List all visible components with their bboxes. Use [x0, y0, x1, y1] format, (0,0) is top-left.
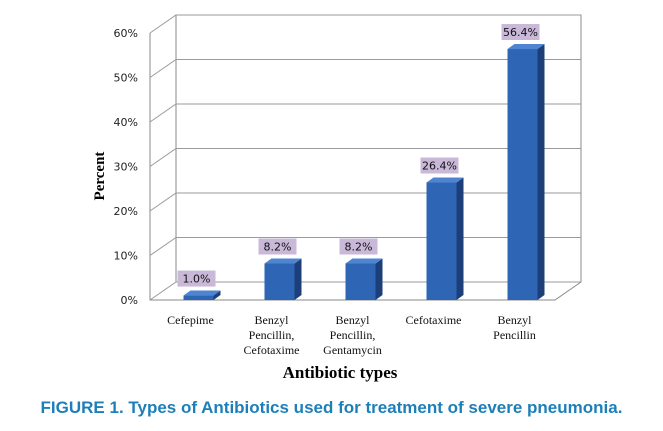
y-tick-label: 50% — [114, 72, 138, 85]
bar: 8.2% — [258, 238, 302, 300]
y-tick-label: 30% — [114, 161, 138, 174]
bar-top — [507, 44, 545, 50]
x-axis-categories: Cefepime Benzyl Pencillin, Cefotaxime Benzyl… — [167, 313, 536, 357]
bar-chart: 0% 10% 20% 30% 40% 50% 60% 1.0% 8.2% 8.2% 26.4% 56… — [92, 14, 582, 382]
bar-side — [456, 177, 464, 300]
bar-front — [345, 263, 376, 300]
bar: 1.0% — [177, 270, 221, 300]
y-tick-label: 10% — [114, 250, 138, 263]
y-axis-ticks: 0% 10% 20% 30% 40% 50% 60% — [114, 27, 138, 307]
data-label-bg — [339, 238, 378, 255]
bar-top — [183, 290, 221, 296]
figure-caption: FIGURE 1. Types of Antibiotics used for … — [40, 398, 623, 417]
y-axis-title: Percent — [92, 152, 108, 201]
gridline — [149, 103, 581, 123]
data-label-bg — [177, 270, 216, 287]
bar-side — [294, 258, 302, 300]
bar-front — [507, 49, 538, 300]
data-label: 8.2% — [345, 241, 373, 254]
data-label: 8.2% — [264, 241, 292, 254]
bar-top — [426, 177, 464, 183]
bars: 1.0% 8.2% 8.2% 26.4% 56.4% — [177, 24, 545, 300]
bar-side — [537, 44, 545, 300]
x-tick-label: Benzyl Pencillin, Gentamycin — [323, 313, 382, 357]
bar-front — [426, 182, 457, 300]
x-tick-label: Cefepime — [167, 313, 214, 327]
gridline — [149, 14, 581, 34]
y-tick-label: 20% — [114, 205, 138, 218]
bar: 56.4% — [501, 24, 545, 300]
data-label: 26.4% — [422, 160, 457, 173]
x-tick-label: Cefotaxime — [406, 313, 462, 327]
bar-top — [264, 258, 302, 264]
bar-side — [213, 290, 221, 300]
bar-side — [375, 258, 383, 300]
gridline — [149, 59, 581, 78]
x-tick-label: Benzyl Pencillin, Cefotaxime — [244, 313, 300, 357]
y-tick-label: 60% — [114, 27, 138, 40]
bar: 8.2% — [339, 238, 383, 300]
data-label: 56.4% — [503, 26, 538, 39]
y-tick-label: 40% — [114, 116, 138, 129]
data-label-bg — [258, 238, 297, 255]
bar-top — [345, 258, 383, 264]
data-label-bg — [501, 24, 540, 41]
x-axis-title: Antibiotic types — [283, 363, 398, 382]
x-tick-label: Benzyl Pencillin — [493, 313, 536, 342]
gridline — [149, 148, 581, 167]
bar: 26.4% — [420, 157, 464, 300]
bar-front — [264, 263, 295, 300]
data-label: 1.0% — [183, 273, 211, 286]
data-label-bg — [420, 157, 459, 174]
y-tick-label: 0% — [121, 294, 138, 307]
bar-front — [183, 295, 214, 300]
